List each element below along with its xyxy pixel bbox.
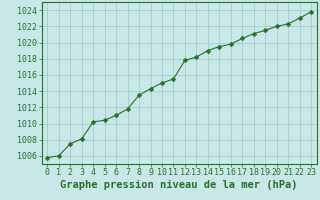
X-axis label: Graphe pression niveau de la mer (hPa): Graphe pression niveau de la mer (hPa) — [60, 180, 298, 190]
